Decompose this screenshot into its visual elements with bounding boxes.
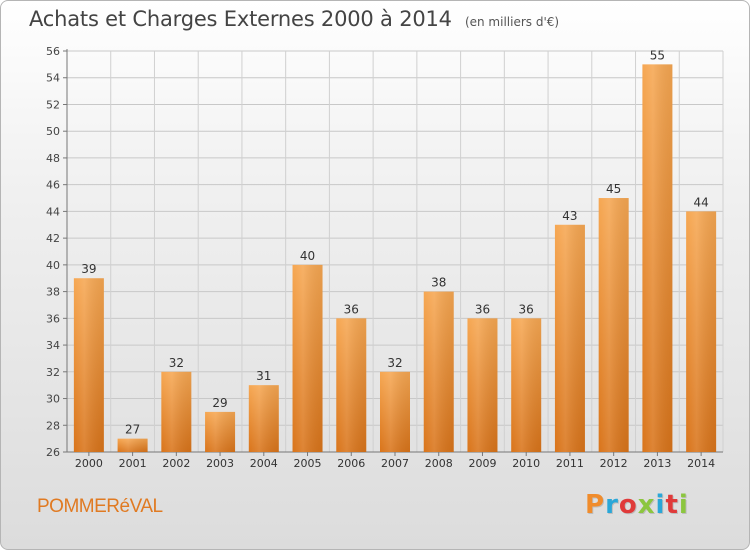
logo-letter: P (585, 490, 606, 520)
logo-letter: i (678, 490, 689, 520)
y-tick-label: 46 (46, 179, 60, 192)
title-block: Achats et Charges Externes 2000 à 2014 (… (29, 7, 559, 31)
chart-title: Achats et Charges Externes 2000 à 2014 (29, 7, 452, 31)
bar-shine (248, 385, 279, 452)
y-tick-label: 26 (46, 446, 60, 459)
x-tick-label: 2013 (643, 457, 671, 470)
x-tick-label: 2003 (206, 457, 234, 470)
y-tick-label: 48 (46, 152, 60, 165)
x-tick-label: 2008 (425, 457, 453, 470)
data-label: 32 (169, 356, 184, 370)
data-label: 55 (650, 48, 665, 62)
bar-shine (380, 371, 410, 452)
x-tick-label: 2009 (468, 457, 496, 470)
data-label: 36 (475, 302, 490, 316)
x-tick-label: 2005 (294, 457, 322, 470)
bar-shine (598, 198, 629, 452)
y-tick-label: 54 (46, 72, 60, 85)
bar-shine (161, 371, 192, 452)
data-label: 29 (212, 396, 227, 410)
data-label: 36 (519, 302, 534, 316)
location-name: POMMERéVAL (37, 496, 163, 517)
axes: 26 28 30 32 34 36 38 40 42 44 46 48 50 52 54 56 2000 2001… (46, 45, 723, 470)
y-tick-label: 42 (46, 232, 60, 245)
logo-letter: x (637, 490, 656, 520)
bar-shine (205, 411, 236, 452)
y-tick-label: 36 (46, 312, 60, 325)
data-label: 32 (387, 356, 402, 370)
y-tick-label: 32 (46, 366, 60, 379)
x-tick-label: 2011 (556, 457, 584, 470)
y-tick-label: 56 (46, 45, 60, 58)
y-tick-label: 38 (46, 286, 60, 299)
x-tick-label: 2002 (162, 457, 190, 470)
bar-shine (686, 211, 717, 452)
proxiti-logo: Proxiti (585, 490, 689, 520)
y-tick-label: 40 (46, 259, 60, 272)
y-tick-label: 28 (46, 419, 60, 432)
data-label: 44 (693, 195, 708, 209)
logo-letter: o (618, 490, 638, 520)
bar-shine (292, 264, 323, 452)
data-label: 27 (125, 423, 140, 437)
bar-shine (511, 318, 542, 452)
x-tick-label: 2001 (119, 457, 147, 470)
bar-shine (423, 291, 454, 452)
x-tick-label: 2012 (600, 457, 628, 470)
y-tick-label: 30 (46, 393, 60, 406)
data-label: 36 (344, 302, 359, 316)
logo-letter: i (655, 490, 666, 520)
data-label: 43 (562, 209, 577, 223)
bar-shine (554, 224, 585, 452)
logo-letter: r (605, 490, 619, 520)
data-label: 39 (81, 262, 96, 276)
bars (73, 64, 717, 452)
bar-shine (117, 438, 148, 452)
data-label: 38 (431, 276, 446, 290)
y-tick-label: 52 (46, 98, 60, 111)
y-tick-label: 44 (46, 205, 60, 218)
x-tick-label: 2006 (337, 457, 365, 470)
y-tick-label: 50 (46, 125, 60, 138)
x-tick-label: 2007 (381, 457, 409, 470)
data-label: 40 (300, 249, 315, 263)
bar-shine (73, 278, 104, 452)
bar-shine (642, 64, 673, 452)
data-label: 45 (606, 182, 621, 196)
x-tick-label: 2010 (512, 457, 540, 470)
chart-subtitle: (en milliers d'€) (464, 15, 560, 29)
x-tick-label: 2004 (250, 457, 278, 470)
x-tick-label: 2014 (687, 457, 715, 470)
data-labels: 39 27 32 29 31 40 36 32 38 36 36 43 45 55 44 (81, 48, 709, 436)
y-tick-label: 34 (46, 339, 60, 352)
data-label: 31 (256, 369, 271, 383)
x-tick-label: 2000 (75, 457, 103, 470)
bar-shine (336, 318, 367, 452)
bar-shine (467, 318, 498, 452)
logo-letter: t (665, 490, 679, 520)
